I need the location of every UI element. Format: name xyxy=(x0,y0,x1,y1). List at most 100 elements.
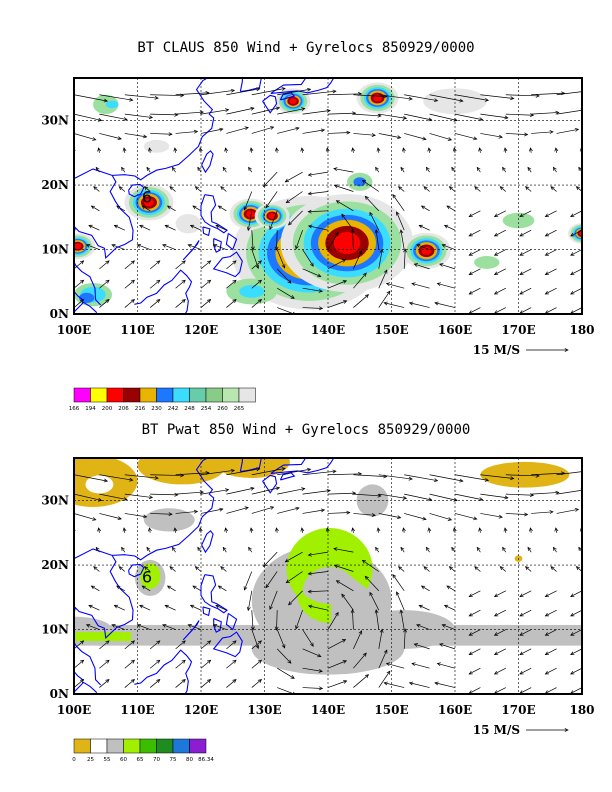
wind-vector xyxy=(480,513,503,518)
colorbar-label: 248 xyxy=(184,406,195,412)
wind-vector xyxy=(301,147,303,153)
wind-vector xyxy=(494,249,506,256)
coastline xyxy=(74,458,215,561)
coastline xyxy=(202,606,211,617)
wind-vector xyxy=(86,624,100,630)
wind-vector xyxy=(378,290,391,308)
wind-vector xyxy=(286,191,303,204)
wind-vector xyxy=(222,547,227,553)
wind-vector xyxy=(302,110,331,115)
wind-vector xyxy=(74,299,84,308)
wind-vector xyxy=(555,147,557,153)
wind-vector xyxy=(167,205,176,212)
wind-vector xyxy=(276,147,278,153)
wind-vector xyxy=(581,513,582,514)
y-tick-label: 10N xyxy=(41,623,69,637)
wind-vector xyxy=(137,624,151,630)
wind-vector xyxy=(175,491,204,495)
wind-vector xyxy=(519,590,532,597)
wind-vector xyxy=(570,629,582,636)
wind-vector xyxy=(215,605,227,611)
wind-vector xyxy=(149,260,161,270)
wind-vector xyxy=(247,210,253,231)
wind-vector xyxy=(149,527,151,533)
wind-vector xyxy=(139,225,151,231)
wind-vector xyxy=(550,186,557,192)
wind-vector xyxy=(353,250,362,270)
wind-vector xyxy=(530,527,532,533)
coastline xyxy=(202,226,211,237)
wind-vector xyxy=(476,547,481,553)
top-map-panel: 6 100E 110E 120E 130E 140E 150E 160E 170E 180 0N 10… xyxy=(41,77,595,412)
wind-vector xyxy=(74,609,75,611)
wind-vector xyxy=(409,302,430,308)
colorbar-swatch xyxy=(106,738,124,754)
y-tick-label: 20N xyxy=(41,558,69,572)
wind-vector xyxy=(469,210,481,217)
wind-vector xyxy=(429,493,458,501)
colorbar-swatch xyxy=(189,738,207,754)
wind-vector xyxy=(190,225,202,231)
wind-vector xyxy=(474,186,481,192)
bottom-panel-title: BT Pwat 850 Wind + Gyrelocs 850929/0000 xyxy=(141,422,471,438)
wind-vector xyxy=(555,527,557,533)
wind-vector xyxy=(403,527,405,533)
coastline xyxy=(134,269,193,314)
wind-vector xyxy=(99,133,122,140)
wind-vector xyxy=(341,213,354,231)
wind-vector xyxy=(480,94,514,99)
wind-vector xyxy=(556,91,582,96)
wind-vector xyxy=(265,571,278,588)
wind-vector xyxy=(248,167,253,173)
wind-vector xyxy=(326,147,329,153)
wind-vector xyxy=(146,167,151,173)
wind-vector xyxy=(308,210,329,213)
colorbar-label: 206 xyxy=(118,406,129,412)
wind-vector xyxy=(378,474,413,480)
wind-vector xyxy=(295,230,303,249)
coastline xyxy=(239,78,262,93)
wind-vector xyxy=(444,225,456,231)
wind-vector xyxy=(327,259,346,270)
wind-vector xyxy=(429,474,463,482)
wind-vector xyxy=(505,133,528,135)
wind-field xyxy=(74,87,582,314)
wind-vector xyxy=(519,307,532,314)
wind-vector xyxy=(494,268,506,275)
wind-vector xyxy=(504,527,507,533)
wind-vector xyxy=(499,566,507,572)
wind-vector xyxy=(502,167,507,173)
wind-vector xyxy=(95,167,100,173)
wind-vector xyxy=(505,513,528,515)
wind-vector xyxy=(480,474,514,479)
wind-vector xyxy=(276,610,278,630)
wind-vector xyxy=(505,474,540,477)
wind-vector xyxy=(86,244,100,250)
wind-vector xyxy=(525,566,532,572)
wind-vector xyxy=(251,468,286,476)
wind-vector xyxy=(386,283,405,289)
wind-vector xyxy=(378,670,391,688)
wind-vector xyxy=(414,263,430,270)
wind-vector xyxy=(226,679,237,688)
x-tick-label: 150E xyxy=(374,323,408,337)
wind-vector xyxy=(570,307,582,314)
wind-vector xyxy=(570,590,582,597)
wind-vector xyxy=(446,205,456,212)
wind-vector xyxy=(454,493,483,501)
wind-vector xyxy=(400,167,405,173)
wind-vector xyxy=(327,300,347,308)
wind-vector xyxy=(352,527,354,533)
wind-vector xyxy=(175,472,209,476)
wind-vector xyxy=(527,167,532,173)
wind-vector xyxy=(99,659,110,669)
wind-vector xyxy=(197,547,202,553)
wind-vector xyxy=(225,527,227,533)
x-tick-label: 140E xyxy=(311,703,345,717)
wind-vector xyxy=(404,474,438,482)
wind-vector xyxy=(581,133,582,134)
wind-vector xyxy=(150,113,178,116)
wind-vector xyxy=(469,590,481,597)
wind-vector xyxy=(454,133,477,140)
wind-vector xyxy=(375,609,380,630)
